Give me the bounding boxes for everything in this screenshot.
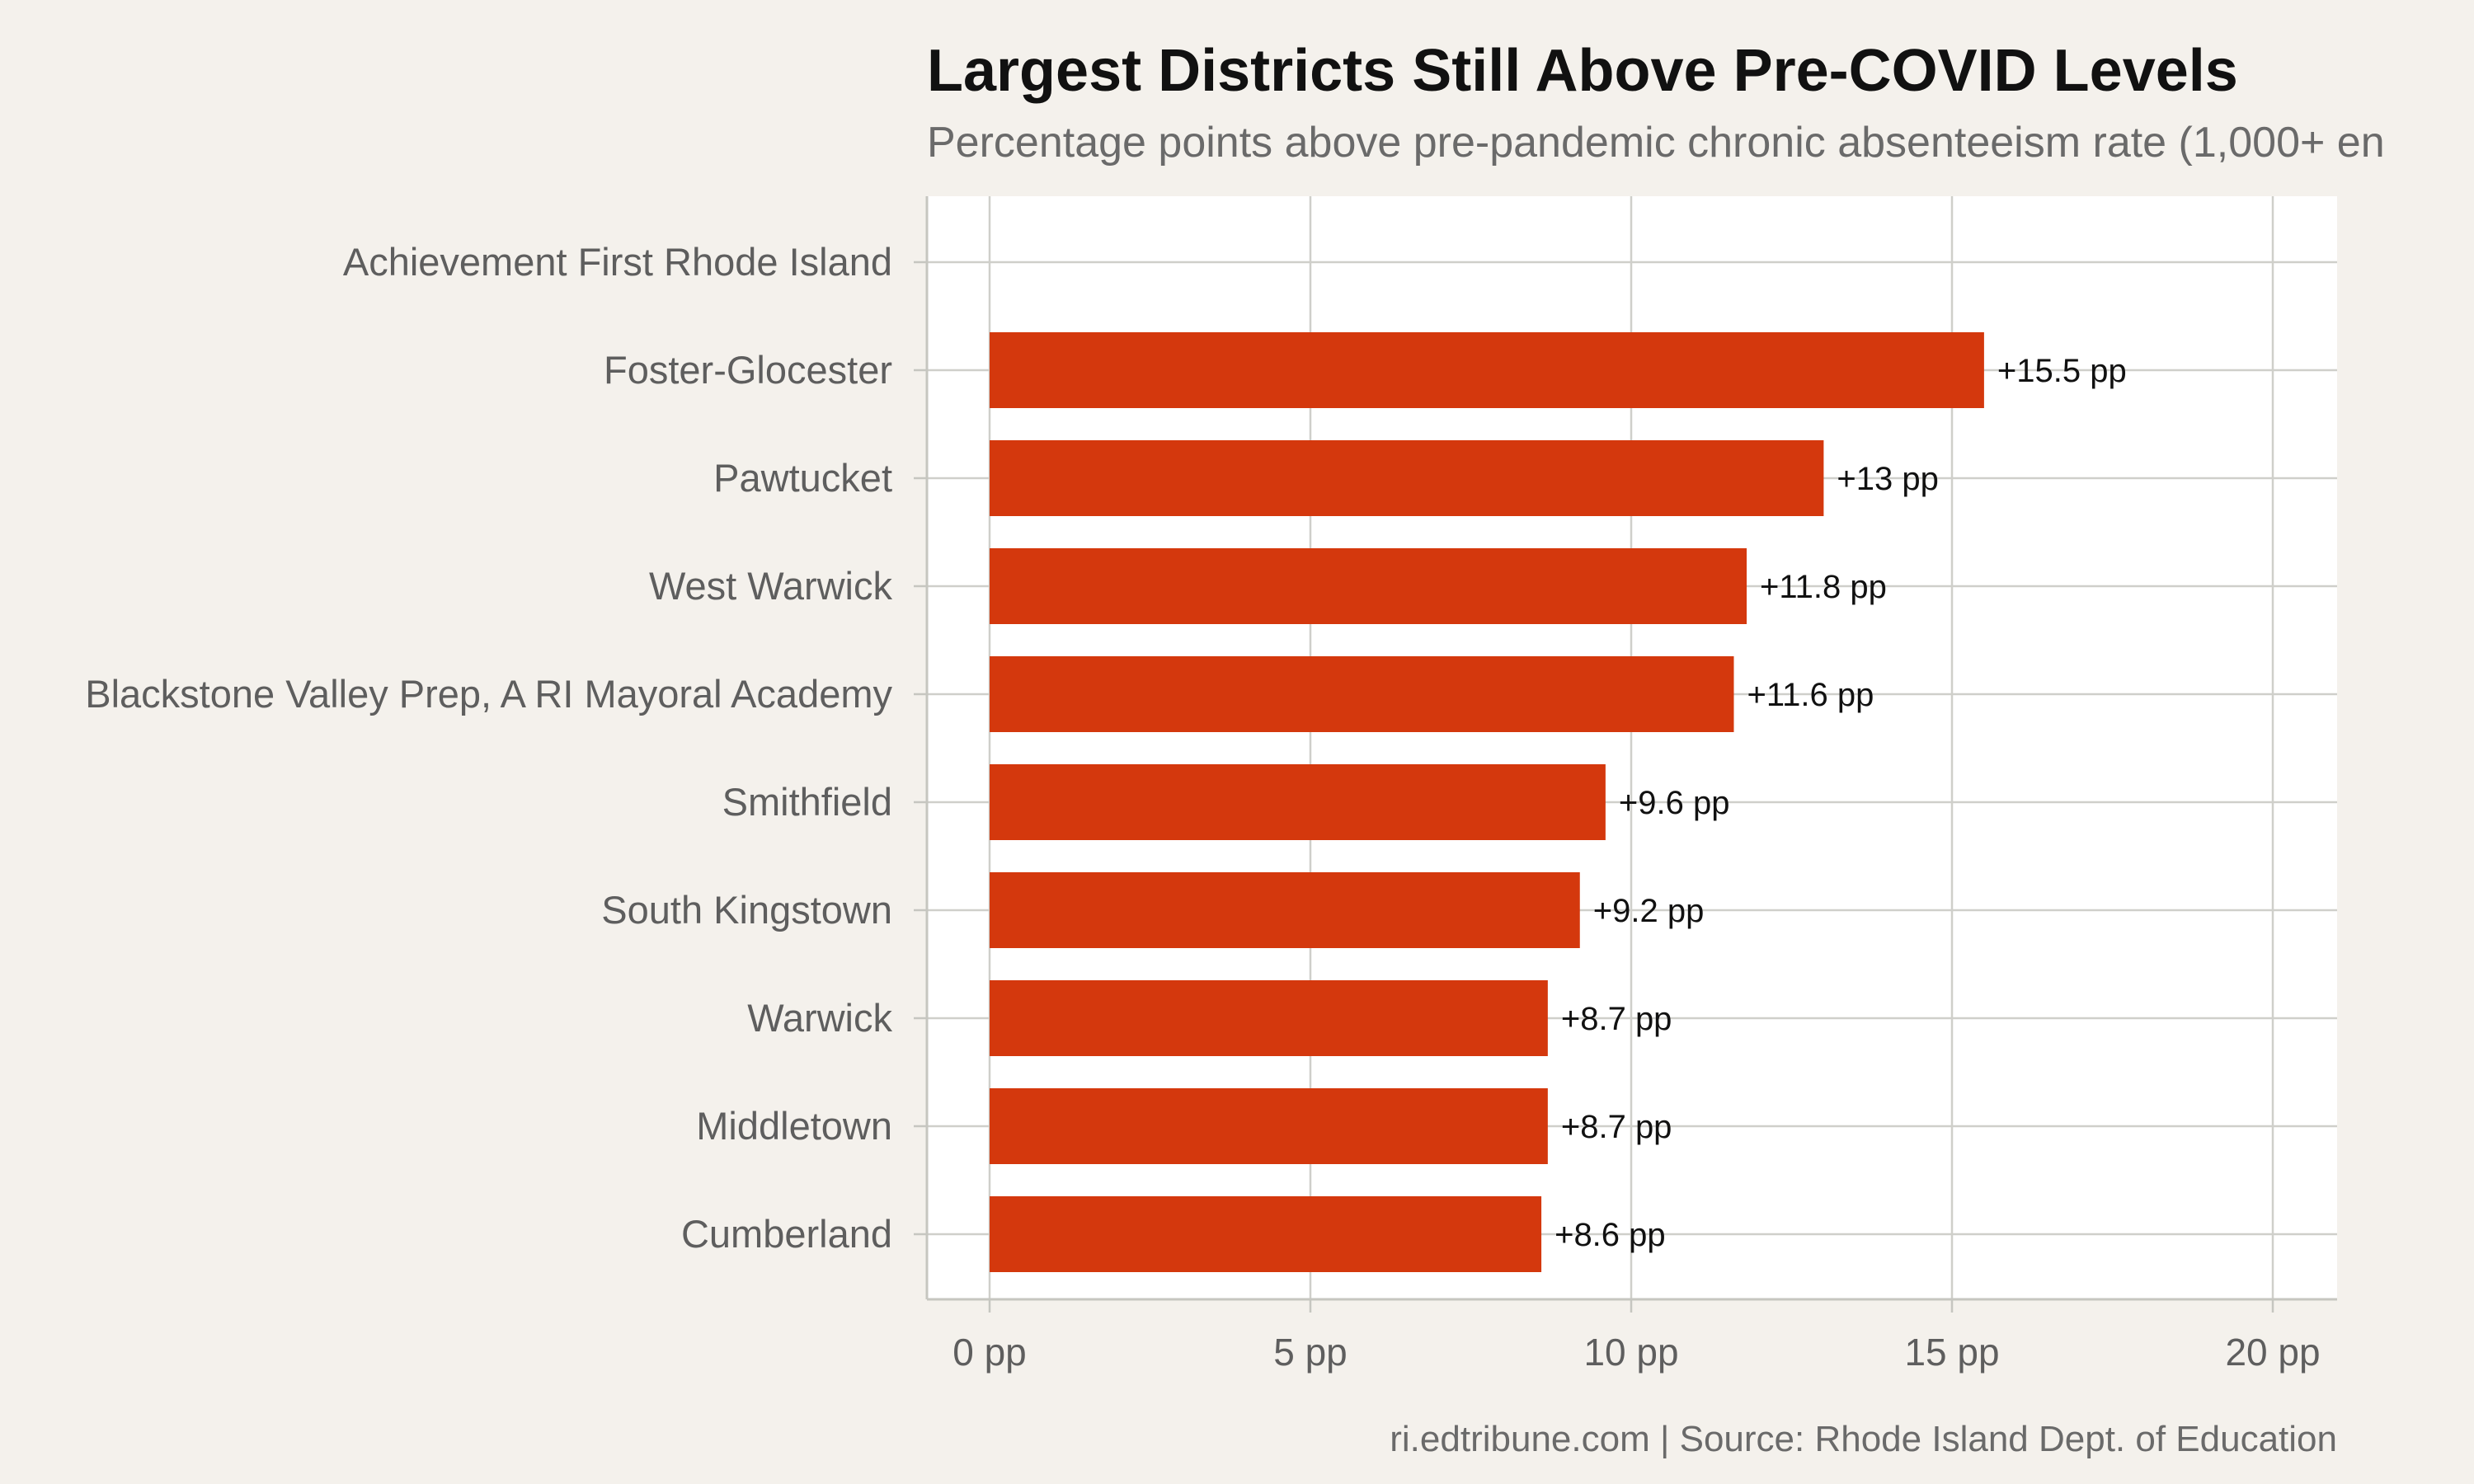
category-label: Blackstone Valley Prep, A RI Mayoral Aca… [85,672,892,716]
bar [990,764,1606,840]
data-label: +11.8 pp [1760,569,1887,605]
data-label: +8.6 pp [1554,1217,1666,1253]
x-tick-label: 0 pp [952,1331,1027,1374]
chart-caption: ri.edtribune.com | Source: Rhode Island … [1390,1419,2337,1459]
category-label: Achievement First Rhode Island [343,240,892,284]
category-labels: Achievement First Rhode Island Foster-Glo… [85,240,892,1256]
x-tick-label: 20 pp [2225,1331,2320,1374]
chart-subtitle: Percentage points above pre-pandemic chr… [927,119,2385,167]
data-label: +9.2 pp [1593,893,1705,929]
bar [990,980,1548,1056]
bar [990,1088,1548,1164]
bar [990,872,1580,948]
data-label: +8.7 pp [1561,1001,1672,1037]
data-labels: +15.5 pp +13 pp +11.8 pp +11.6 pp +9.6 pp +9.… [1554,353,2127,1253]
chart-title: Largest Districts Still Above Pre-COVID … [927,38,2238,104]
x-tick-label: 10 pp [1583,1331,1678,1374]
bar [990,1196,1542,1272]
data-label: +9.6 pp [1619,785,1730,821]
bar [990,548,1747,624]
data-label: +15.5 pp [1997,353,2127,389]
data-label: +8.7 pp [1561,1109,1672,1145]
x-tick-label: 15 pp [1904,1331,1999,1374]
x-tick-label: 5 pp [1273,1331,1348,1374]
bar [990,440,1824,516]
category-label: Foster-Glocester [604,348,892,392]
category-label: Cumberland [681,1212,892,1256]
bars [990,332,1984,1272]
x-tick-labels: 0 pp 5 pp 10 pp 15 pp 20 pp [952,1331,2320,1374]
data-label: +11.6 pp [1747,677,1874,713]
data-label: +13 pp [1837,461,1938,497]
category-label: Smithfield [722,780,892,824]
category-label: West Warwick [649,564,893,608]
category-label: Middletown [696,1104,892,1148]
bar [990,656,1734,732]
category-label: South Kingstown [601,888,892,932]
category-label: Warwick [747,996,892,1040]
category-label: Pawtucket [713,456,892,500]
bar [990,332,1984,408]
